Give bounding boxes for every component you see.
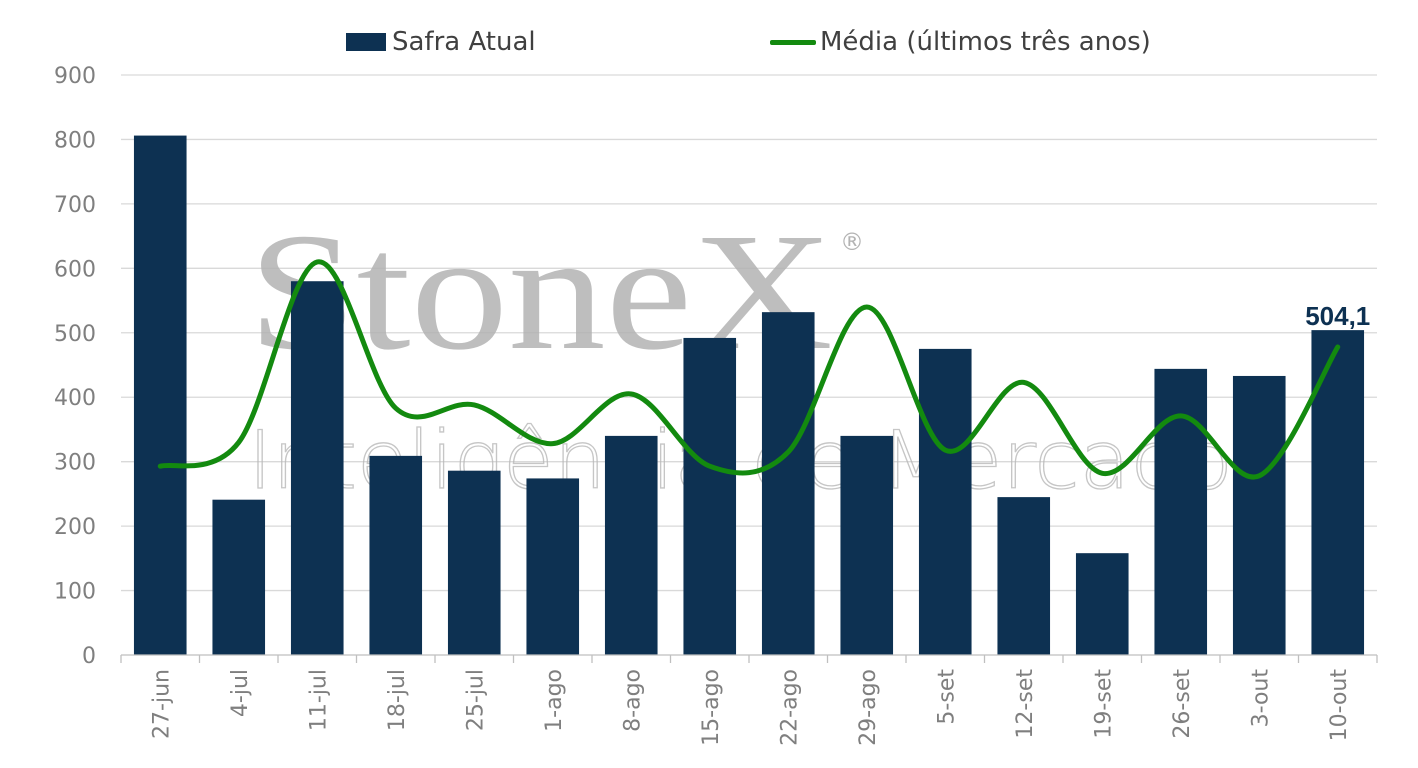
bar-11-jul [290,281,344,655]
y-tick-label: 0 [82,644,96,669]
bar-12-set [997,497,1051,655]
y-tick-label: 800 [54,128,96,153]
y-tick-label: 400 [54,386,96,411]
legend-item-safra-atual: Safra Atual [346,24,536,60]
x-tick-label: 1-ago [542,669,567,732]
x-tick-label: 26-set [1170,669,1195,739]
x-tick-label: 4-jul [228,669,253,717]
bar-1-ago [526,478,580,655]
legend-item-media: Média (últimos três anos) [770,24,1151,60]
x-tick-label: 29-ago [856,669,881,746]
x-axis: 27-jun 4-jul 11-jul 18-jul 25-jul 1-ago 8-ago 1… [120,654,1378,746]
bar-5-set [918,348,972,655]
legend-swatch-line [770,39,816,45]
y-tick-label: 200 [54,515,96,540]
y-tick-label: 900 [54,64,96,89]
y-tick-label: 100 [54,580,96,605]
bar-18-jul [369,455,423,655]
bar-4-jul [212,499,266,655]
bar-3-out [1232,375,1286,655]
y-tick-label: 300 [54,451,96,476]
y-tick-label: 600 [54,257,96,282]
legend-label-safra-atual: Safra Atual [392,27,536,57]
bar-15-ago [683,337,737,655]
x-tick-label: 8-ago [620,669,645,732]
x-tick-label: 3-out [1248,669,1273,728]
y-tick-label: 700 [54,193,96,218]
bar-8-ago [604,435,658,655]
x-tick-label: 18-jul [385,669,410,731]
x-tick-label: 10-out [1327,669,1352,742]
series-line-media [157,259,1341,480]
x-tick-label: 12-set [1013,669,1038,739]
bar-26-set [1154,368,1208,655]
bar-series [133,135,1365,656]
bar-29-ago [840,435,894,655]
bar-19-set [1075,553,1129,655]
x-tick-label: 27-jun [149,669,174,739]
legend-swatch-bar [346,33,386,51]
y-axis: 0 100 200 300 400 500 600 700 800 900 [54,64,96,669]
x-tick-label: 15-ago [699,669,724,746]
y-tick-label: 500 [54,322,96,347]
x-tick-label: 19-set [1091,669,1116,739]
bar-22-ago [761,312,815,655]
x-tick-label: 11-jul [306,669,331,731]
data-label: 504,1 [1305,301,1370,331]
legend-label-media: Média (últimos três anos) [820,27,1151,57]
bar-27-jun [133,135,187,656]
x-tick-label: 22-ago [777,669,802,746]
bar-25-jul [447,470,501,655]
x-tick-label: 25-jul [463,669,488,731]
watermark-registered: ® [840,228,864,256]
x-tick-label: 5-set [934,669,959,725]
data-labels: 504,1 [1305,301,1370,331]
